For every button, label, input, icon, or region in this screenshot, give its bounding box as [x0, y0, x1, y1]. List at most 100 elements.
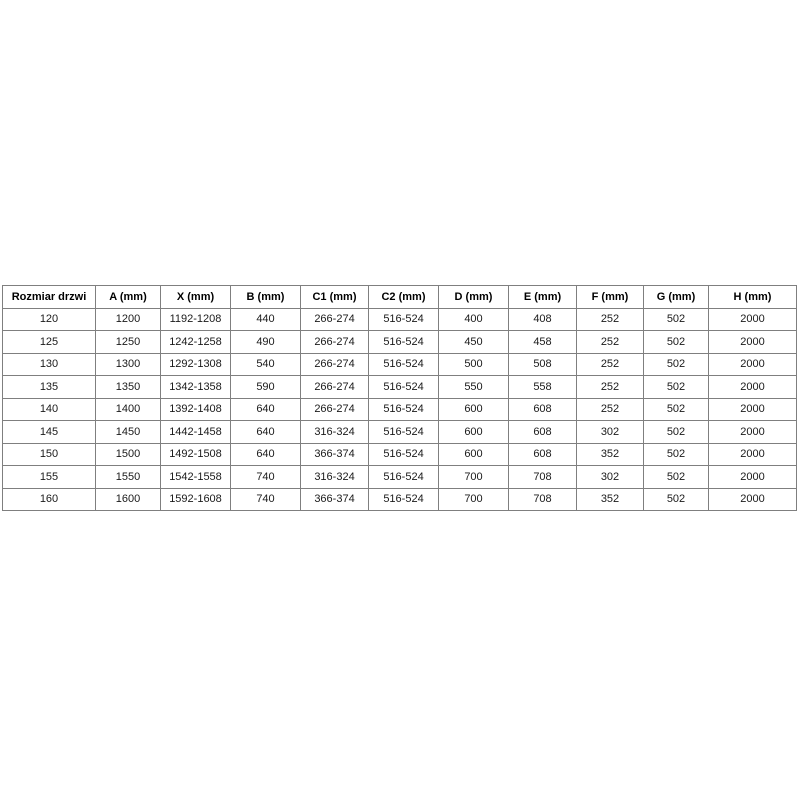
table-cell: 2000	[708, 442, 797, 466]
table-cell: 516-524	[368, 352, 439, 376]
table-cell: 500	[438, 352, 509, 376]
column-header: C1 (mm)	[300, 285, 369, 309]
table-cell: 1392-1408	[160, 397, 231, 421]
table-row: 155 1550 1542-1558 740 316-324 516-524 700 708 3…	[2, 465, 797, 489]
table-cell: 600	[438, 442, 509, 466]
table-cell: 135	[2, 375, 96, 399]
table-cell: 352	[576, 442, 644, 466]
table-cell: 1492-1508	[160, 442, 231, 466]
table-row: 150 1500 1492-1508 640 366-374 516-524 600 608 3…	[2, 442, 797, 466]
column-header: B (mm)	[230, 285, 301, 309]
table-cell: 400	[438, 307, 509, 331]
column-header: F (mm)	[576, 285, 644, 309]
table-cell: 1400	[95, 397, 161, 421]
table-cell: 1550	[95, 465, 161, 489]
table-cell: 516-524	[368, 465, 439, 489]
table-cell: 252	[576, 352, 644, 376]
table-cell: 540	[230, 352, 301, 376]
table-cell: 366-374	[300, 442, 369, 466]
table-cell: 502	[643, 442, 709, 466]
table-cell: 700	[438, 487, 509, 511]
table-cell: 516-524	[368, 420, 439, 444]
column-header: X (mm)	[160, 285, 231, 309]
table-cell: 125	[2, 330, 96, 354]
table-cell: 366-374	[300, 487, 369, 511]
table-cell: 1350	[95, 375, 161, 399]
table-cell: 502	[643, 487, 709, 511]
table-cell: 608	[508, 420, 577, 444]
table-cell: 1242-1258	[160, 330, 231, 354]
table-cell: 502	[643, 465, 709, 489]
table-cell: 1300	[95, 352, 161, 376]
table-cell: 740	[230, 465, 301, 489]
table-cell: 502	[643, 375, 709, 399]
table-cell: 266-274	[300, 307, 369, 331]
table-cell: 1450	[95, 420, 161, 444]
column-header: D (mm)	[438, 285, 509, 309]
table-cell: 558	[508, 375, 577, 399]
table-cell: 700	[438, 465, 509, 489]
table-cell: 1600	[95, 487, 161, 511]
table-cell: 550	[438, 375, 509, 399]
table-cell: 590	[230, 375, 301, 399]
table-cell: 502	[643, 330, 709, 354]
table-cell: 608	[508, 442, 577, 466]
table-cell: 150	[2, 442, 96, 466]
door-size-spec-table: Rozmiar drzwi A (mm) X (mm) B (mm) C1 (mm) C2…	[2, 285, 797, 511]
table-row: 160 1600 1592-1608 740 366-374 516-524 700 708 3…	[2, 487, 797, 511]
column-header: C2 (mm)	[368, 285, 439, 309]
table-cell: 1292-1308	[160, 352, 231, 376]
table-cell: 600	[438, 420, 509, 444]
table-cell: 516-524	[368, 487, 439, 511]
table-cell: 600	[438, 397, 509, 421]
table-cell: 2000	[708, 420, 797, 444]
table-row: 145 1450 1442-1458 640 316-324 516-524 600 608 3…	[2, 420, 797, 444]
table-cell: 740	[230, 487, 301, 511]
table-cell: 2000	[708, 397, 797, 421]
table-cell: 316-324	[300, 465, 369, 489]
table-cell: 450	[438, 330, 509, 354]
table-cell: 252	[576, 307, 644, 331]
table-cell: 1500	[95, 442, 161, 466]
table-row: 130 1300 1292-1308 540 266-274 516-524 500 508 2…	[2, 352, 797, 376]
table-cell: 490	[230, 330, 301, 354]
column-header: G (mm)	[643, 285, 709, 309]
table-cell: 502	[643, 397, 709, 421]
table-cell: 266-274	[300, 352, 369, 376]
table-cell: 516-524	[368, 307, 439, 331]
table-cell: 266-274	[300, 375, 369, 399]
table-cell: 1542-1558	[160, 465, 231, 489]
table-cell: 640	[230, 397, 301, 421]
table-cell: 2000	[708, 487, 797, 511]
table-cell: 408	[508, 307, 577, 331]
table-row: 120 1200 1192-1208 440 266-274 516-524 400 408 2…	[2, 307, 797, 331]
table-cell: 252	[576, 397, 644, 421]
table-cell: 708	[508, 465, 577, 489]
table-cell: 516-524	[368, 442, 439, 466]
table-cell: 120	[2, 307, 96, 331]
table-cell: 2000	[708, 352, 797, 376]
table-cell: 302	[576, 465, 644, 489]
table-cell: 1250	[95, 330, 161, 354]
column-header: Rozmiar drzwi	[2, 285, 96, 309]
table-cell: 1192-1208	[160, 307, 231, 331]
table-cell: 160	[2, 487, 96, 511]
table-cell: 252	[576, 375, 644, 399]
table-cell: 508	[508, 352, 577, 376]
table-cell: 1200	[95, 307, 161, 331]
table-cell: 155	[2, 465, 96, 489]
table-cell: 502	[643, 352, 709, 376]
table-cell: 130	[2, 352, 96, 376]
column-header: H (mm)	[708, 285, 797, 309]
table-cell: 2000	[708, 330, 797, 354]
table-cell: 516-524	[368, 330, 439, 354]
header-row: Rozmiar drzwi A (mm) X (mm) B (mm) C1 (mm) C2…	[2, 285, 797, 309]
table-cell: 608	[508, 397, 577, 421]
table-cell: 145	[2, 420, 96, 444]
table-cell: 440	[230, 307, 301, 331]
table-cell: 316-324	[300, 420, 369, 444]
table-cell: 1442-1458	[160, 420, 231, 444]
table-cell: 516-524	[368, 375, 439, 399]
table-cell: 266-274	[300, 397, 369, 421]
